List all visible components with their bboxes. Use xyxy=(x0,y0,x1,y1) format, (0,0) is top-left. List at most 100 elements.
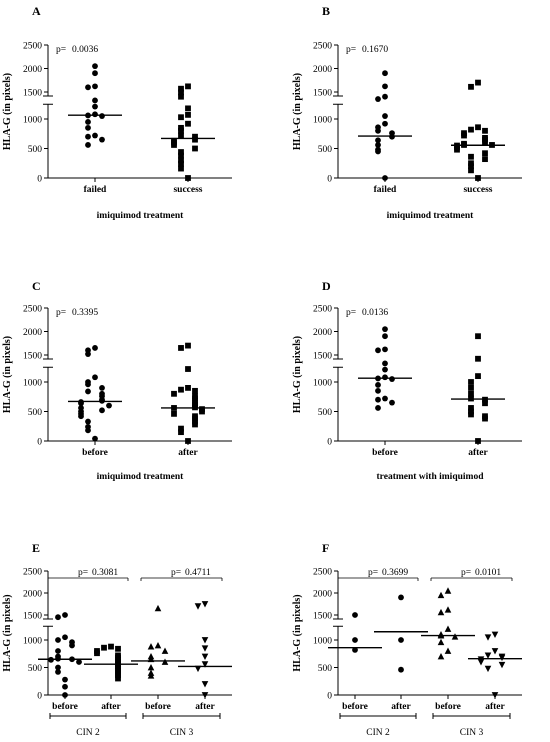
data-point xyxy=(491,692,499,699)
data-point xyxy=(106,402,112,409)
x-axis-title: imiquimod treatment xyxy=(97,472,184,482)
data-point xyxy=(382,374,388,381)
data-point xyxy=(482,415,488,422)
data-point xyxy=(192,421,198,428)
data-point xyxy=(482,139,488,146)
data-point xyxy=(147,655,155,663)
series-success-square xyxy=(161,83,215,181)
series-before-triangle-up xyxy=(131,604,185,679)
data-point xyxy=(477,659,485,666)
data-point xyxy=(382,120,388,127)
data-point xyxy=(482,156,488,163)
y-tick-label: 1000 xyxy=(23,636,42,646)
data-point xyxy=(491,631,499,638)
x-tick-label: before xyxy=(435,702,461,712)
chart-panel-a: A 0 500 1000 1500 2000 2500 HLA-G (in pixels) fa… xyxy=(2,4,232,221)
data-point xyxy=(382,113,388,119)
y-tick-label: 0 xyxy=(327,691,332,701)
data-point xyxy=(468,379,474,385)
data-point xyxy=(375,347,381,354)
data-point xyxy=(389,376,395,382)
data-point xyxy=(147,672,155,679)
data-point xyxy=(444,606,452,613)
data-point xyxy=(85,124,91,131)
series-before-circle xyxy=(358,326,412,411)
series-before-circle xyxy=(328,612,382,653)
data-point xyxy=(171,390,177,397)
data-point xyxy=(185,175,191,181)
data-point xyxy=(192,418,198,425)
y-tick-label: 1500 xyxy=(23,611,42,621)
data-point xyxy=(475,333,481,340)
data-point xyxy=(92,345,98,351)
data-point xyxy=(85,351,91,357)
y-tick-label: 2000 xyxy=(313,328,332,338)
data-point xyxy=(192,404,198,411)
data-point xyxy=(192,415,198,422)
data-point xyxy=(85,133,91,140)
data-point xyxy=(382,93,388,100)
data-point xyxy=(55,637,61,643)
series-before-circle xyxy=(38,612,92,698)
x-axis-title: imiquimod treatment xyxy=(97,211,184,221)
data-point xyxy=(444,647,452,654)
data-point xyxy=(375,142,381,148)
data-point xyxy=(178,386,184,393)
x-tick-label: after xyxy=(101,702,121,712)
y-tick-label: 1000 xyxy=(313,378,332,388)
data-point xyxy=(468,160,474,167)
data-point xyxy=(375,375,381,382)
data-point xyxy=(475,124,481,131)
data-point xyxy=(178,157,184,164)
data-point xyxy=(178,149,184,155)
data-point xyxy=(55,614,61,621)
data-point xyxy=(484,634,492,641)
panel-letter: B xyxy=(322,4,330,18)
data-point xyxy=(451,633,459,640)
x-tick-label: failed xyxy=(374,185,397,195)
data-point xyxy=(62,692,68,698)
group-label: CIN 2 xyxy=(76,728,100,738)
data-point xyxy=(92,63,98,70)
series-success-square xyxy=(451,79,505,181)
chart-panel-c: C 0 500 1000 1500 2000 2500 HLA-G (in pixels) be… xyxy=(2,279,232,482)
y-tick-label: 0 xyxy=(327,174,332,184)
data-point xyxy=(437,653,445,660)
data-point xyxy=(178,429,184,436)
p-value: 0.0101 xyxy=(475,568,501,578)
data-point xyxy=(468,395,474,402)
data-point xyxy=(461,142,467,148)
y-tick-label: 2500 xyxy=(313,567,332,577)
data-point xyxy=(92,70,98,77)
data-point xyxy=(382,70,388,77)
data-point xyxy=(382,83,388,90)
y-tick-label: 1500 xyxy=(23,88,42,98)
group-label: CIN 3 xyxy=(170,728,194,738)
p-value-prefix: p= xyxy=(368,568,378,578)
y-tick-label: 500 xyxy=(318,664,333,674)
data-point xyxy=(85,381,91,388)
y-tick-label: 2000 xyxy=(23,328,42,338)
p-value: 0.4711 xyxy=(185,568,211,578)
data-point xyxy=(185,83,191,90)
p-value: 0.3395 xyxy=(72,308,98,318)
x-tick-label: after xyxy=(391,702,411,712)
series-after-circle xyxy=(374,594,428,673)
data-point xyxy=(192,145,198,152)
x-tick-label: before xyxy=(372,448,398,458)
data-point xyxy=(468,83,474,90)
data-point xyxy=(62,612,68,618)
data-point xyxy=(178,124,184,131)
data-point xyxy=(178,89,184,96)
data-point xyxy=(185,120,191,127)
data-point xyxy=(185,385,191,391)
data-point xyxy=(352,637,358,643)
data-point xyxy=(178,127,184,134)
y-tick-label: 1000 xyxy=(23,378,42,388)
data-point xyxy=(69,642,75,649)
p-value-prefix: p= xyxy=(56,308,66,318)
series-after-square xyxy=(84,643,138,682)
data-point xyxy=(92,374,98,381)
y-tick-label: 2000 xyxy=(313,65,332,75)
data-point xyxy=(178,85,184,92)
